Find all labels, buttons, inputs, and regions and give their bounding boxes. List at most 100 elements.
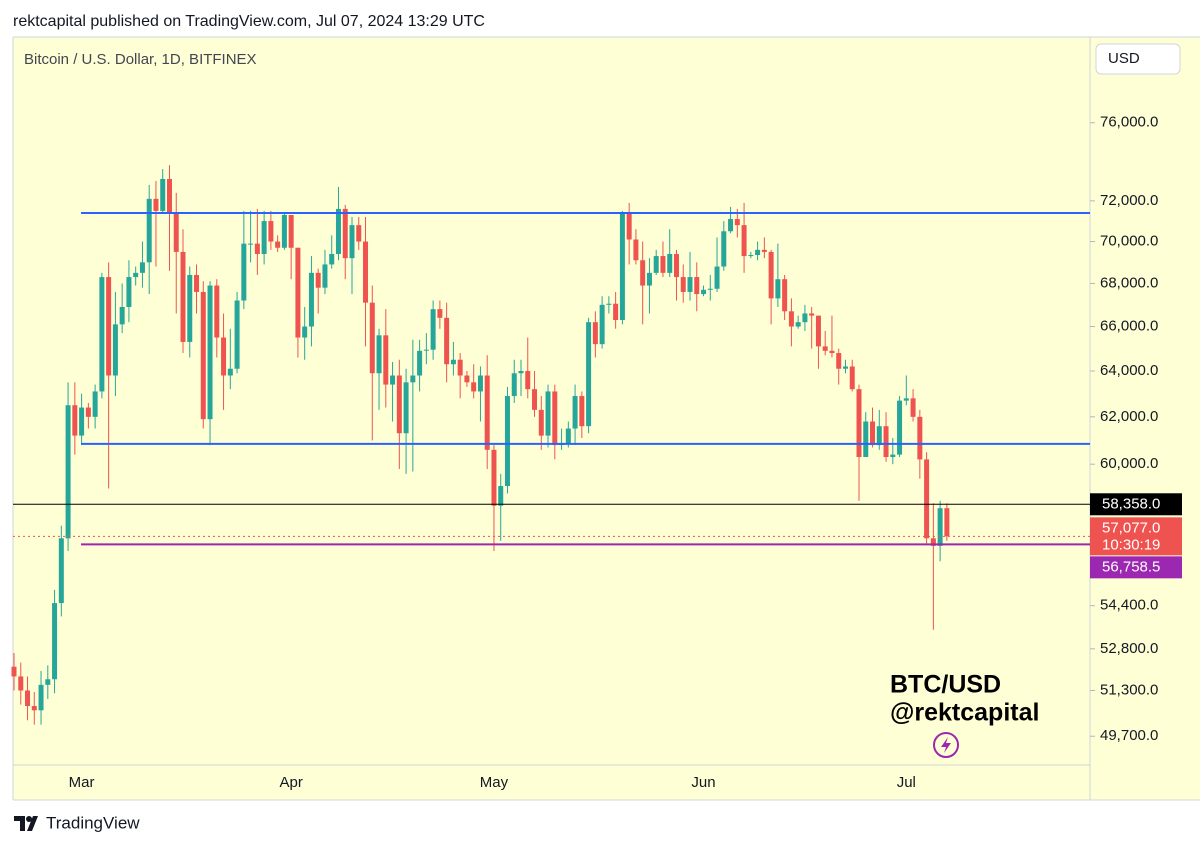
candle-body	[863, 421, 869, 458]
candle-body	[79, 407, 85, 436]
y-tick-label: 76,000.0	[1100, 114, 1158, 131]
candle-body	[417, 350, 423, 376]
candle-body	[721, 231, 727, 267]
candle-body	[633, 239, 639, 261]
candle-body	[52, 603, 58, 680]
candle-body	[545, 391, 551, 436]
candle-body	[58, 538, 64, 604]
candle-body	[518, 370, 524, 374]
candle-body	[410, 375, 416, 383]
candle-body	[18, 676, 24, 691]
candle-body	[876, 426, 882, 446]
candle-body	[423, 349, 429, 351]
candle-body	[126, 277, 132, 307]
candle-body	[139, 262, 145, 273]
y-tick-label: 72,000.0	[1100, 192, 1158, 209]
candle-body	[288, 214, 294, 248]
price-axis	[1090, 37, 1200, 800]
candle-body	[606, 303, 612, 305]
candle-body	[241, 243, 247, 301]
marks	[11, 165, 1090, 725]
candle-body	[45, 679, 51, 685]
candle-body	[613, 303, 619, 320]
candle-body	[99, 277, 105, 392]
candle-body	[775, 279, 781, 299]
plot-area	[13, 37, 1090, 765]
candle-body	[234, 300, 240, 369]
candle-body	[829, 350, 835, 354]
price-label: 58,358.0	[1102, 495, 1160, 512]
candle-body	[836, 353, 842, 369]
candle-body	[680, 277, 686, 292]
candle-body	[214, 285, 220, 338]
currency-label: USD	[1108, 50, 1140, 67]
candle-body	[450, 359, 456, 365]
price-label-box	[1090, 517, 1182, 556]
candle-body	[349, 225, 355, 259]
candle-body	[342, 208, 348, 259]
annotation: BTC/USD	[890, 671, 1001, 699]
candle-body	[153, 198, 159, 211]
candle-body	[788, 311, 794, 327]
candle-body	[849, 366, 855, 390]
candle-body	[295, 247, 301, 338]
candle-body	[187, 274, 193, 342]
candle-body	[924, 459, 930, 539]
candle-body	[599, 304, 605, 345]
candle-body	[504, 396, 510, 487]
candle-body	[25, 690, 31, 707]
candle-body	[660, 256, 666, 273]
candle-body	[944, 508, 950, 537]
candle-body	[65, 405, 71, 539]
candle-body	[842, 366, 848, 369]
candle-body	[897, 400, 903, 455]
candle-body	[106, 277, 112, 376]
candle-body	[194, 274, 200, 292]
candle-body	[646, 272, 652, 286]
candle-body	[119, 306, 125, 325]
candle-body	[856, 389, 862, 458]
candle-body	[38, 684, 44, 711]
y-tick-label: 51,300.0	[1100, 681, 1158, 698]
candle-body	[356, 225, 362, 242]
candle-body	[761, 249, 767, 252]
candle-body	[728, 219, 734, 232]
candle-body	[133, 272, 139, 278]
y-tick-label: 62,000.0	[1100, 408, 1158, 425]
candle-body	[532, 389, 538, 410]
candle-body	[667, 253, 673, 273]
price-label: 57,077.0	[1102, 519, 1160, 536]
candle-body	[302, 326, 308, 338]
candle-body	[444, 317, 450, 365]
candle-body	[511, 373, 517, 397]
candle-body	[275, 241, 281, 248]
candle-body	[180, 251, 186, 342]
candle-body	[376, 335, 382, 374]
candle-body	[396, 375, 402, 434]
chart-title: Bitcoin / U.S. Dollar, 1D, BITFINEX	[24, 51, 257, 68]
candle-body	[640, 260, 646, 286]
candle-body	[369, 302, 375, 374]
candle-body	[883, 426, 889, 458]
candle-body	[734, 219, 740, 226]
candle-body	[694, 277, 700, 295]
candle-body	[403, 382, 409, 434]
candle-body	[329, 253, 335, 265]
candle-body	[207, 285, 213, 420]
candle-body	[592, 322, 598, 345]
candle-body	[322, 264, 328, 288]
time-axis	[13, 765, 1090, 800]
candle-body	[552, 391, 558, 446]
currency-button[interactable]	[1095, 43, 1181, 75]
y-tick-label: 70,000.0	[1100, 233, 1158, 250]
header: rektcapital published on TradingView.com…	[13, 13, 485, 30]
candle-body	[11, 666, 17, 677]
candle-body	[484, 375, 490, 450]
footer-brand: TradingView	[46, 813, 140, 832]
candle-body	[525, 370, 531, 390]
candle-body	[653, 256, 659, 273]
candle-body	[31, 706, 37, 711]
x-tick-label: Jun	[691, 774, 715, 791]
